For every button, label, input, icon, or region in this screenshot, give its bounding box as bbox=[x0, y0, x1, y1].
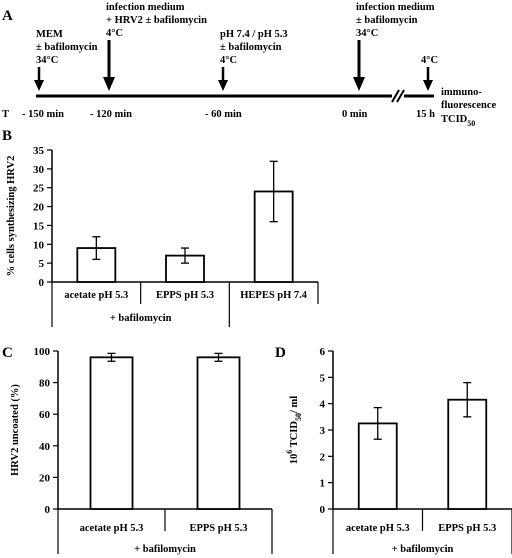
timeline-panel: T - 150 min - 120 min - 60 min 0 min 15 … bbox=[2, 2, 497, 128]
y-tick-label: 0 bbox=[45, 504, 51, 516]
y-tick-label: 10 bbox=[33, 239, 45, 251]
category-label: acetate pH 5.3 bbox=[346, 523, 410, 534]
event-text: infection medium bbox=[106, 2, 185, 13]
category-label: EPPS pH 5.3 bbox=[438, 523, 496, 534]
readout-subscript: 50 bbox=[467, 119, 475, 128]
y-axis-label: % cells synthesizing HRV2 bbox=[6, 156, 17, 277]
event-text: + HRV2 ± bafilomycin bbox=[106, 15, 207, 26]
event-arrow-head bbox=[103, 77, 115, 91]
event-arrow-head bbox=[34, 80, 44, 91]
event-arrow-head bbox=[353, 77, 365, 91]
y-tick-label: 5 bbox=[320, 372, 326, 384]
y-tick-label: 25 bbox=[33, 183, 45, 195]
event-text: ± bafilomycin bbox=[356, 15, 418, 26]
panel-label-b: B bbox=[2, 128, 12, 144]
time-label: 15 h bbox=[416, 109, 435, 120]
y-tick-label: 15 bbox=[33, 220, 45, 232]
y-tick-label: 3 bbox=[320, 425, 326, 437]
y-axis-label-suffix: / ml bbox=[289, 396, 300, 414]
bar bbox=[89, 356, 134, 510]
event-text: MEM bbox=[36, 29, 63, 40]
y-tick-label: 2 bbox=[320, 451, 326, 463]
time-label: 0 min bbox=[342, 109, 368, 120]
readout-tcid: TCID bbox=[441, 114, 468, 125]
y-tick-label: 0 bbox=[39, 277, 45, 289]
time-label: - 60 min bbox=[205, 109, 242, 120]
bar bbox=[447, 398, 488, 510]
event-text: 34°C bbox=[356, 28, 378, 39]
panel-label-d: D bbox=[275, 345, 286, 361]
event-text: infection medium bbox=[356, 2, 435, 13]
category-label: EPPS pH 5.3 bbox=[156, 290, 214, 301]
category-label: acetate pH 5.3 bbox=[80, 523, 144, 534]
y-axis-label-unit: TCID bbox=[289, 421, 300, 450]
event-text: ± bafilomycin bbox=[36, 42, 98, 53]
group-label: + bafilomycin bbox=[134, 544, 196, 555]
bar bbox=[196, 356, 241, 510]
event-text: 4°C bbox=[220, 55, 237, 66]
y-tick-label: 80 bbox=[39, 378, 51, 390]
y-tick-label: 35 bbox=[33, 145, 45, 157]
timeline-event: 4°C bbox=[421, 55, 438, 91]
y-tick-label: 20 bbox=[33, 202, 45, 214]
y-axis-label-subscript: 50 bbox=[294, 413, 303, 421]
y-tick-label: 100 bbox=[34, 346, 51, 358]
y-tick-label: 5 bbox=[39, 258, 45, 270]
chart-d: 0 1 2 3 4 5 6 acetate pH 5.3 EPPS pH 5.3 + bafilo… bbox=[285, 346, 512, 555]
panel-label-c: C bbox=[2, 345, 13, 361]
timeline-event: infection medium ± bafilomycin 34°C bbox=[353, 2, 435, 91]
y-axis-label: 106 TCID50/ ml bbox=[285, 396, 303, 464]
timeline-event: infection medium + HRV2 ± bafilomycin 4°… bbox=[103, 2, 207, 91]
timeline-event: pH 7.4 / pH 5.3 ± bafilomycin 4°C bbox=[218, 29, 288, 91]
event-text: 4°C bbox=[106, 28, 123, 39]
chart-b: 0 5 10 15 20 25 30 35 acetate pH 5.3 EPPS pH 5.3 H… bbox=[6, 145, 319, 327]
time-label: - 150 min bbox=[22, 109, 64, 120]
y-tick-label: 0 bbox=[320, 504, 326, 516]
chart-c: 0 20 40 60 80 100 acetate pH 5.3 EPPS pH 5.3 + b… bbox=[10, 346, 273, 555]
y-tick-label: 40 bbox=[39, 441, 51, 453]
time-label: - 120 min bbox=[90, 109, 132, 120]
event-text: 4°C bbox=[421, 55, 438, 66]
event-text: pH 7.4 / pH 5.3 bbox=[220, 29, 288, 40]
category-label: HEPES pH 7.4 bbox=[240, 290, 308, 301]
event-arrow-head bbox=[218, 80, 228, 91]
y-axis-label: HRV2 uncoated (%) bbox=[10, 384, 21, 476]
timeline-axis-label: T bbox=[2, 109, 9, 120]
group-label: + bafilomycin bbox=[392, 544, 454, 555]
category-label: acetate pH 5.3 bbox=[64, 290, 128, 301]
y-tick-label: 20 bbox=[39, 472, 51, 484]
group-label: + bafilomycin bbox=[110, 313, 172, 324]
timeline-break bbox=[391, 89, 405, 103]
readout-text: TCID50 bbox=[441, 114, 475, 128]
event-arrow-head bbox=[423, 80, 433, 91]
category-label: EPPS pH 5.3 bbox=[189, 523, 247, 534]
readout-text: fluorescence bbox=[441, 100, 497, 111]
y-tick-label: 1 bbox=[320, 478, 326, 490]
y-tick-label: 4 bbox=[320, 399, 326, 411]
readout-text: immuno- bbox=[441, 87, 482, 98]
y-axis-label-base: 10 bbox=[289, 454, 300, 465]
event-text: 34°C bbox=[36, 55, 58, 66]
panel-label-a: A bbox=[2, 8, 13, 24]
y-axis-label-superscript: 6 bbox=[285, 450, 294, 454]
y-tick-label: 6 bbox=[320, 346, 326, 358]
event-text: ± bafilomycin bbox=[220, 42, 282, 53]
y-tick-label: 60 bbox=[39, 409, 51, 421]
timeline-event: MEM ± bafilomycin 34°C bbox=[34, 29, 98, 91]
y-tick-label: 30 bbox=[33, 164, 45, 176]
